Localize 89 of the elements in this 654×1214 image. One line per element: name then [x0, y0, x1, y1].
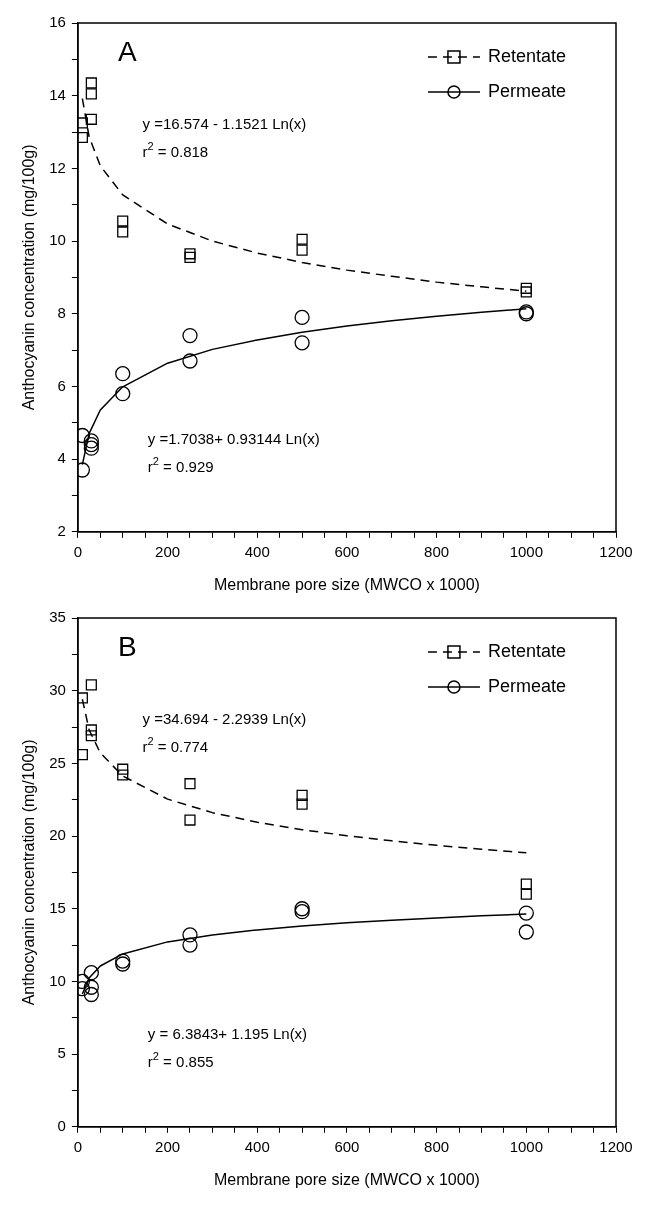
point	[184, 251, 196, 264]
annotation: y =16.574 - 1.1521 Ln(x)	[142, 114, 307, 132]
y-tick-label: 14	[49, 85, 66, 103]
point	[85, 679, 97, 691]
x-tick-label: 800	[424, 1137, 450, 1155]
point	[117, 215, 129, 227]
point	[520, 282, 532, 294]
point	[182, 927, 198, 943]
point	[296, 244, 308, 256]
point	[520, 286, 532, 298]
y-tick-label: 5	[57, 1044, 66, 1062]
point	[294, 309, 310, 326]
point	[77, 131, 88, 144]
point	[77, 692, 88, 704]
x-tick-label: 600	[334, 1137, 360, 1155]
legend-label: Permeate	[487, 675, 567, 696]
point	[77, 462, 91, 478]
x-axis-title: Membrane pore size (MWCO x 1000)	[214, 1170, 480, 1188]
point	[77, 427, 91, 444]
y-tick-label: 0	[57, 1116, 66, 1134]
x-axis-title: Membrane pore size (MWCO x 1000)	[214, 575, 480, 593]
annotation: y = 6.3843+ 1.195 Ln(x)	[147, 1025, 308, 1043]
legend-label: Permeate	[487, 80, 567, 101]
point	[182, 327, 198, 344]
y-tick-label: 4	[57, 449, 66, 467]
y-tick-label: 12	[49, 158, 66, 176]
y-tick-label: 30	[49, 680, 66, 698]
legend-label: Retentate	[487, 45, 567, 66]
x-tick-label: 200	[155, 1137, 181, 1155]
point	[115, 386, 131, 402]
point	[85, 724, 97, 736]
point	[83, 986, 99, 1003]
point	[184, 248, 196, 260]
x-tick-label: 0	[73, 542, 83, 560]
point	[117, 769, 129, 781]
point	[85, 88, 97, 100]
point	[83, 440, 99, 456]
point	[520, 888, 532, 900]
point	[83, 433, 99, 449]
point	[518, 924, 534, 940]
y-axis-title: Anthocyanin concentration (mg/100g)	[20, 144, 38, 411]
point	[296, 233, 308, 245]
x-tick-label: 1000	[509, 542, 543, 560]
x-tick-label: 1000	[509, 1137, 543, 1155]
x-tick-label: 1200	[599, 542, 633, 560]
chart-title: B	[117, 630, 137, 662]
y-tick-label: 35	[49, 608, 66, 626]
point	[294, 335, 310, 351]
point	[83, 979, 99, 995]
point	[184, 814, 196, 826]
y-tick-label: 6	[57, 376, 66, 394]
point	[182, 937, 198, 953]
point	[518, 905, 534, 921]
point	[83, 436, 99, 453]
legend-label: Retentate	[487, 640, 567, 661]
annotation: y =1.7038+ 0.93144 Ln(x)	[147, 430, 320, 448]
point	[117, 763, 129, 775]
point	[184, 778, 196, 790]
point	[77, 749, 88, 761]
point	[85, 77, 97, 89]
chart-title: A	[117, 35, 137, 67]
x-tick-label: 1200	[599, 1137, 633, 1155]
y-tick-label: 20	[49, 826, 66, 844]
point	[296, 789, 308, 801]
point	[182, 353, 198, 369]
y-tick-label: 25	[49, 753, 66, 771]
point	[85, 113, 97, 125]
y-tick-label: 8	[57, 303, 66, 321]
x-tick-label: 400	[244, 1137, 270, 1155]
point	[77, 973, 91, 990]
point	[83, 965, 99, 981]
point	[520, 878, 532, 890]
x-tick-label: 0	[73, 1137, 83, 1155]
x-tick-label: 600	[334, 542, 360, 560]
point	[296, 798, 308, 810]
point	[77, 981, 91, 997]
point	[85, 730, 97, 742]
x-tick-label: 400	[244, 542, 270, 560]
x-tick-label: 200	[155, 542, 181, 560]
annotation: y =34.694 - 2.2939 Ln(x)	[142, 709, 307, 727]
point	[115, 366, 131, 382]
y-axis-title: Anthocyanin concentration (mg/100g)	[20, 739, 38, 1006]
y-tick-label: 10	[49, 971, 66, 989]
x-tick-label: 800	[424, 542, 450, 560]
y-tick-label: 10	[49, 231, 66, 249]
y-tick-label: 15	[49, 898, 66, 916]
y-tick-label: 16	[49, 13, 66, 31]
point	[117, 226, 129, 238]
y-tick-label: 2	[57, 521, 66, 539]
